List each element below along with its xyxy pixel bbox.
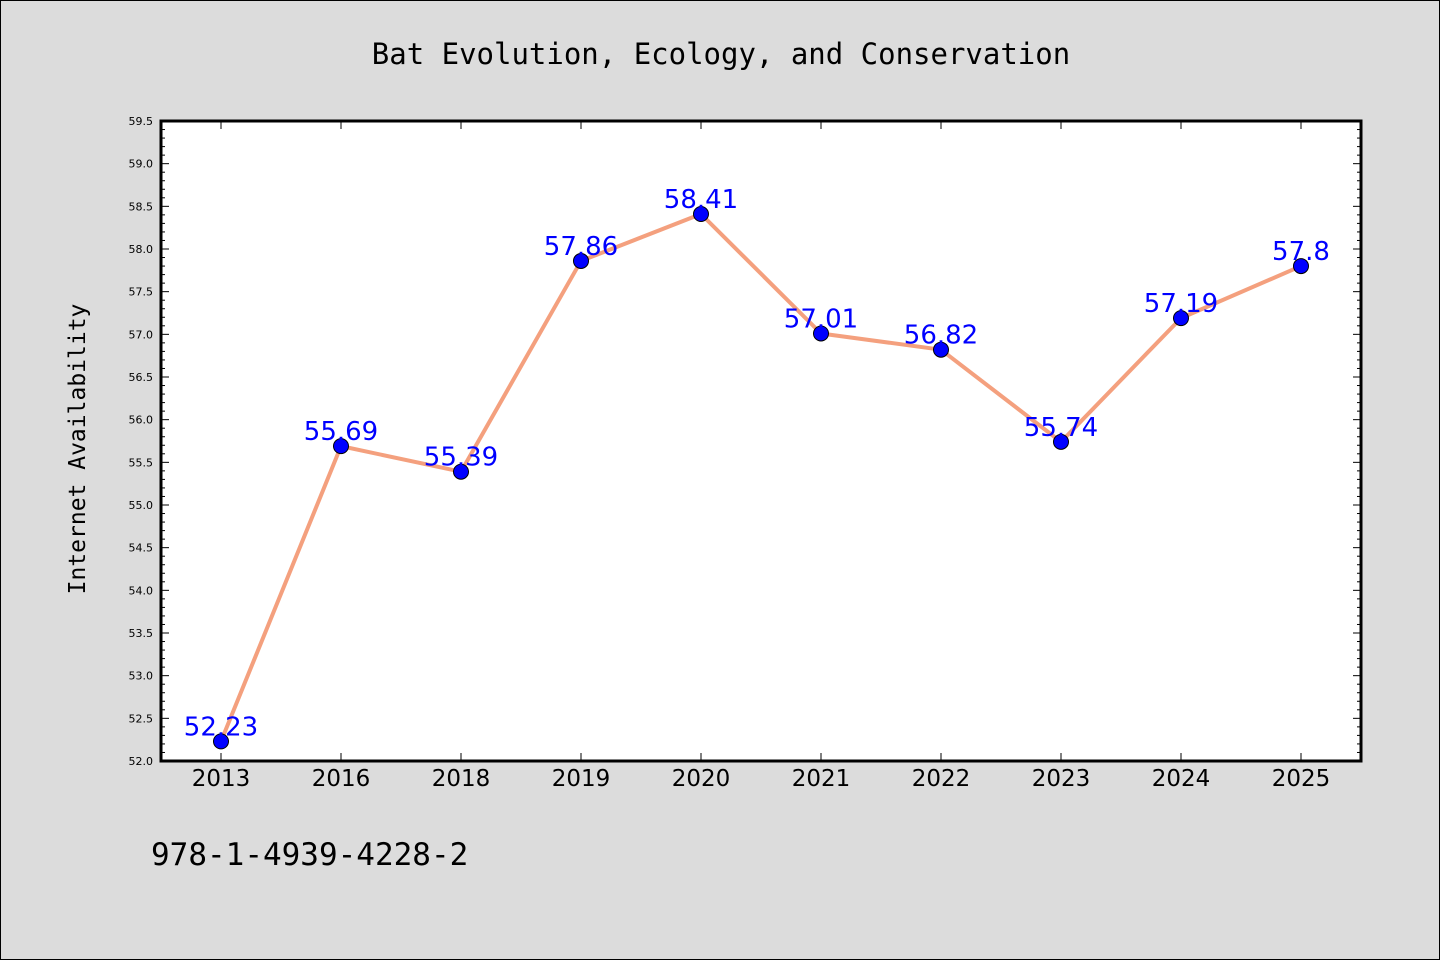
x-tick-label: 2021 [792, 766, 851, 792]
y-tick-label: 54.0 [129, 584, 154, 597]
x-tick-label: 2023 [1032, 766, 1091, 792]
y-tick-label: 59.0 [129, 158, 154, 171]
y-tick-label: 58.0 [129, 243, 154, 256]
y-tick-label: 57.0 [129, 328, 154, 341]
y-tick-label: 56.0 [129, 414, 154, 427]
data-point-marker [573, 252, 589, 269]
y-tick-label: 54.5 [129, 542, 154, 555]
series-line [219, 212, 1302, 743]
y-tick-label: 55.0 [129, 499, 154, 512]
y-tick-label: 53.0 [129, 670, 154, 683]
data-labels-group: 52.23 55.69 55.39 57.86 58.41 57.01 56.82 55.74… [184, 185, 1330, 742]
y-axis: 52.0 52.5 53.0 53.5 54.0 54.5 55.0 55.5 56.0 56.5… [129, 115, 1361, 768]
data-label: 57.19 [1144, 289, 1218, 319]
y-tick-label: 53.5 [129, 627, 154, 640]
data-label: 55.69 [304, 417, 378, 447]
data-point-marker [1173, 310, 1189, 327]
data-label: 57.86 [544, 232, 618, 262]
x-axis: 2013 2016 2018 2019 2020 2021 2022 2023 2024 2025 [192, 121, 1331, 792]
x-tick-label: 2018 [432, 766, 491, 792]
data-label: 55.39 [424, 443, 498, 473]
y-tick-label: 59.5 [129, 115, 154, 128]
data-point-marker [1293, 258, 1309, 275]
y-tick-label: 52.0 [129, 755, 154, 768]
y-tick-label: 57.5 [129, 286, 154, 299]
data-label: 57.8 [1272, 237, 1330, 267]
data-label: 52.23 [184, 712, 258, 742]
data-point-marker [693, 206, 709, 223]
x-tick-label: 2019 [552, 766, 611, 792]
x-tick-label: 2016 [312, 766, 371, 792]
data-point-marker [1053, 433, 1069, 450]
isbn-label: 978-1-4939-4228-2 [151, 837, 468, 873]
y-axis-label: Internet Availability [65, 304, 91, 595]
data-point-marker [453, 463, 469, 480]
x-tick-label: 2013 [192, 766, 251, 792]
y-tick-label: 52.5 [129, 712, 154, 725]
chart-title: Bat Evolution, Ecology, and Conservation [372, 37, 1070, 71]
x-tick-label: 2024 [1152, 766, 1211, 792]
x-tick-label: 2020 [672, 766, 731, 792]
data-point-marker [813, 325, 829, 342]
data-point-marker [933, 341, 949, 358]
data-point-marker [333, 438, 349, 455]
data-label: 57.01 [784, 304, 858, 334]
x-tick-label: 2022 [912, 766, 971, 792]
series-line-group [213, 206, 1309, 750]
y-tick-label: 55.5 [129, 456, 154, 469]
data-label: 55.74 [1024, 413, 1098, 443]
x-tick-label: 2025 [1272, 766, 1331, 792]
y-tick-label: 56.5 [129, 371, 154, 384]
plot-frame [159, 119, 1363, 763]
y-tick-label: 58.5 [129, 200, 154, 213]
data-point-marker [213, 733, 229, 750]
data-label: 56.82 [904, 321, 978, 351]
plot-area [161, 121, 1361, 761]
data-label: 58.41 [664, 185, 738, 215]
